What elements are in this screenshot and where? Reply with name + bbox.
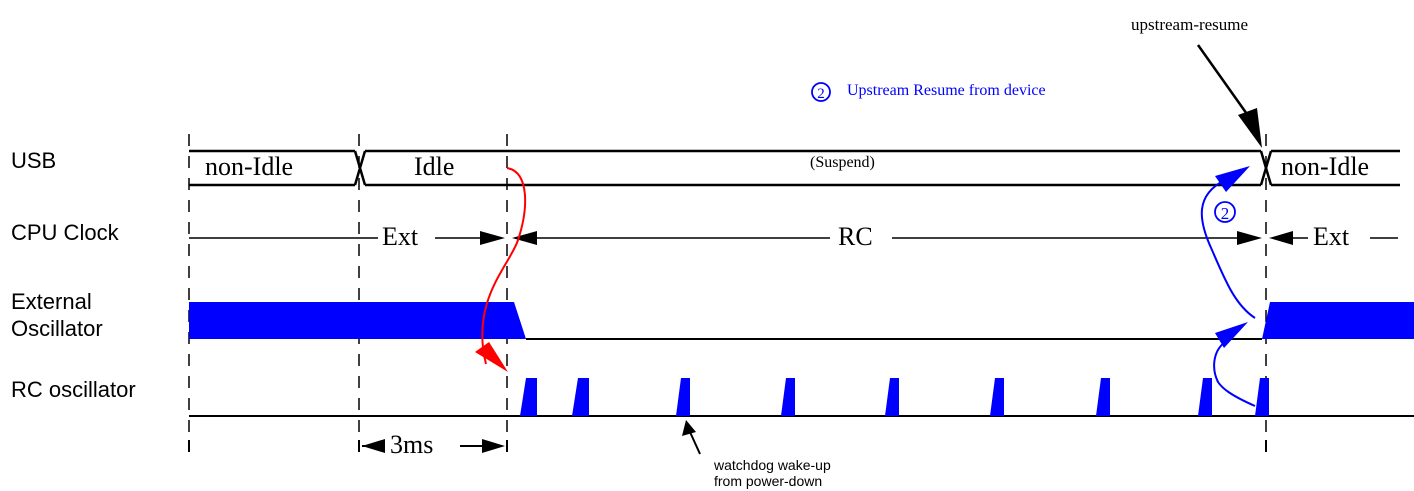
rc-pulse: [1096, 378, 1110, 416]
rc-pulse: [572, 378, 589, 416]
ext-osc-restart-segment: [1262, 302, 1414, 339]
rc-pulse: [520, 378, 537, 416]
watchdog-pointer: [682, 420, 701, 455]
row-label-rc-oscillator: RC oscillator: [11, 377, 136, 402]
usb-state-idle: Idle: [414, 152, 455, 181]
rc-pulse: [676, 378, 690, 416]
time-axis: [188, 439, 1267, 453]
usb-state-suspend: (Suspend): [810, 154, 875, 171]
time-markers: [188, 134, 1267, 448]
row-label-cpu-clock: CPU Clock: [11, 220, 119, 245]
resume-path-arrow: [1200, 166, 1256, 407]
rc-pulse: [990, 378, 1004, 416]
rc-pulse: [1198, 378, 1212, 416]
timer-label: 3ms: [390, 430, 434, 459]
legend-marker-number: 2: [817, 86, 825, 102]
legend-marker-circle: 2: [811, 82, 831, 102]
rc-oscillator-lane: [189, 378, 1414, 417]
cpu-state-ext-second: Ext: [1313, 222, 1350, 251]
resume-marker-circle: 2: [1214, 201, 1236, 223]
watchdog-label-line2: from power-down: [714, 473, 823, 489]
row-label-usb: USB: [11, 148, 57, 173]
upstream-resume-label: upstream-resume: [1131, 15, 1249, 34]
cpu-state-ext-first: Ext: [382, 222, 419, 251]
legend-text: Upstream Resume from device: [847, 82, 1046, 99]
usb-bus-lane: [189, 149, 1400, 187]
cpu-clock-lane: [189, 231, 1398, 245]
usb-state-non-idle-second: non-Idle: [1281, 152, 1370, 181]
resume-marker-number: 2: [1221, 204, 1230, 223]
row-label-external-oscillator-line2: Oscillator: [11, 316, 103, 341]
external-oscillator-lane: [189, 302, 1414, 340]
watchdog-label-line1: watchdog wake-up: [714, 457, 831, 473]
rc-pulse: [781, 378, 795, 416]
row-label-external-oscillator-line1: External: [11, 289, 92, 314]
upstream-resume-pointer: [1196, 44, 1262, 148]
rc-pulse: [1255, 378, 1269, 416]
rc-pulse: [885, 378, 899, 416]
cpu-state-rc: RC: [838, 222, 873, 251]
ext-osc-running-segment: [189, 302, 526, 339]
usb-state-non-idle-first: non-Idle: [205, 152, 294, 181]
sleep-path-arrow: [475, 167, 527, 372]
